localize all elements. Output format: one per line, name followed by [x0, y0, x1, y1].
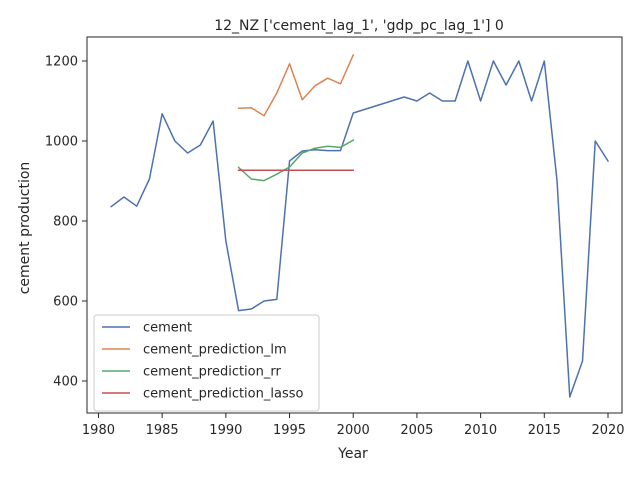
x-axis-label: Year	[337, 446, 368, 462]
x-tick-label: 2020	[591, 423, 624, 438]
y-tick-label: 800	[53, 215, 78, 230]
y-tick-label: 1200	[45, 55, 78, 70]
y-axis-label: cement production	[17, 162, 33, 295]
legend-label-cement: cement	[143, 321, 192, 336]
x-tick-label: 2000	[337, 423, 370, 438]
x-tick-label: 1980	[82, 423, 115, 438]
y-tick-label: 1000	[45, 135, 78, 150]
x-tick-label: 1990	[209, 423, 242, 438]
x-tick-label: 1985	[146, 423, 179, 438]
series-line-cement_prediction_rr	[237, 139, 355, 182]
series-line-cement	[110, 60, 610, 398]
x-tick-label: 2015	[528, 423, 561, 438]
x-tick-label: 1995	[273, 423, 306, 438]
series-line-cement_prediction_lm	[237, 54, 355, 117]
x-tick-label: 2010	[464, 423, 497, 438]
x-tick-label: 2005	[400, 423, 433, 438]
y-tick-label: 600	[53, 295, 78, 310]
legend-label-cement_prediction_lasso: cement_prediction_lasso	[143, 387, 303, 402]
axes-frame	[86, 36, 623, 414]
legend-label-cement_prediction_rr: cement_prediction_rr	[143, 365, 281, 380]
legend-label-cement_prediction_lm: cement_prediction_lm	[143, 343, 287, 358]
chart-title: 12_NZ ['cement_lag_1', 'gdp_pc_lag_1'] 0	[214, 18, 504, 34]
legend-box	[93, 314, 320, 412]
y-tick-label: 400	[53, 375, 78, 390]
legend: cement cement_prediction_lm cement_predict…	[93, 314, 320, 412]
plot-area: 1980 1985 1990 1995 2000 2005 2010 2015 2020 400 6…	[45, 36, 625, 438]
